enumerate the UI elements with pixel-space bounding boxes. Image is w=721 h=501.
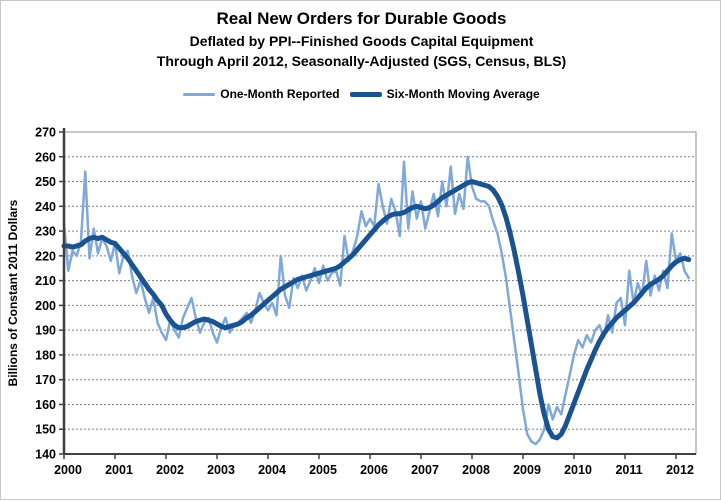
chart-subtitle-deflator: Deflated by PPI--Finished Goods Capital … <box>189 33 534 49</box>
x-tick-label: 2000 <box>54 463 82 477</box>
x-tick-label: 2003 <box>207 463 235 477</box>
y-tick-label: 240 <box>35 200 56 214</box>
legend-label-one-month: One-Month Reported <box>220 87 340 101</box>
x-tick-label: 2012 <box>666 463 694 477</box>
y-tick-label: 200 <box>35 299 56 313</box>
y-tick-label: 220 <box>35 249 56 263</box>
y-tick-label: 140 <box>35 448 56 462</box>
x-tick-label: 2009 <box>513 463 541 477</box>
x-tick-label: 2011 <box>615 463 642 477</box>
x-tick-label: 2002 <box>156 463 184 477</box>
y-tick-label: 160 <box>35 398 56 412</box>
x-tick-label: 2008 <box>462 463 490 477</box>
y-tick-label: 270 <box>35 126 56 140</box>
x-tick-label: 2005 <box>309 463 337 477</box>
y-tick-label: 210 <box>35 274 56 288</box>
x-tick-label: 2001 <box>105 463 133 477</box>
legend-item-six-month: Six-Month Moving Average <box>349 87 540 101</box>
one-month-reported-line <box>62 155 690 446</box>
y-tick-label: 150 <box>35 423 56 437</box>
y-tick-label: 170 <box>35 373 56 387</box>
six-month-line-swatch <box>349 91 382 97</box>
chart-subtitle-period-source: Through April 2012, Seasonally-Adjusted … <box>156 53 567 69</box>
y-tick-label: 180 <box>35 348 56 362</box>
y-tick-label: 250 <box>35 175 56 189</box>
legend-label-six-month: Six-Month Moving Average <box>386 87 540 101</box>
chart-title: Real New Orders for Durable Goods <box>216 9 507 28</box>
legend: One-Month Reported Six-Month Moving Aver… <box>1 85 721 103</box>
x-tick-label: 2004 <box>258 463 286 477</box>
y-tick-label: 190 <box>35 324 56 338</box>
y-tick-label: 260 <box>35 150 56 164</box>
x-tick-label: 2010 <box>564 463 592 477</box>
legend-item-one-month: One-Month Reported <box>183 87 340 101</box>
x-tick-label: 2006 <box>360 463 388 477</box>
y-tick-label: 230 <box>35 225 56 239</box>
y-axis-title: Billions of Constant 2011 Dollars <box>6 199 20 386</box>
six-month-moving-average-line <box>61 179 692 441</box>
one-month-line-swatch <box>183 92 216 96</box>
x-tick-label: 2007 <box>411 463 439 477</box>
plot-frame <box>63 131 697 455</box>
